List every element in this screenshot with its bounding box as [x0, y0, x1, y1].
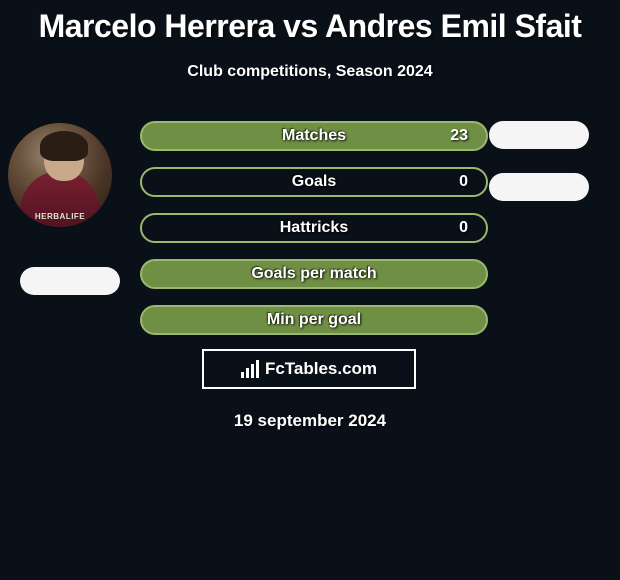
branding-box: FcTables.com: [202, 349, 416, 389]
stat-bar-label: Hattricks: [280, 219, 348, 237]
stat-bar-label: Min per goal: [267, 311, 361, 329]
stat-bar-value: 23: [450, 127, 468, 145]
avatar-hair: [40, 131, 88, 161]
branding-text: FcTables.com: [265, 359, 377, 379]
stat-bar-min-per-goal: Min per goal: [140, 305, 488, 335]
stat-bar-label: Goals per match: [251, 265, 376, 283]
stat-bar-goals-per-match: Goals per match: [140, 259, 488, 289]
player2-blank-pill: [489, 121, 589, 149]
avatar-jersey-text: HERBALIFE: [8, 212, 112, 221]
date-text: 19 september 2024: [0, 411, 620, 431]
stat-bar-label: Goals: [292, 173, 336, 191]
stat-bar-value: 0: [459, 173, 468, 191]
page-title: Marcelo Herrera vs Andres Emil Sfait: [0, 0, 620, 45]
subtitle: Club competitions, Season 2024: [0, 63, 620, 81]
stat-bar-label: Matches: [282, 127, 346, 145]
player1-blank-pill: [20, 267, 120, 295]
player2-blank-pill: [489, 173, 589, 201]
stat-bar-matches: Matches 23: [140, 121, 488, 151]
stat-bar-hattricks: Hattricks 0: [140, 213, 488, 243]
stat-bars: Matches 23 Goals 0 Hattricks 0 Goals per match…: [140, 121, 488, 351]
player2-pills: [489, 121, 589, 225]
stat-bar-value: 0: [459, 219, 468, 237]
chart-icon: [241, 360, 259, 378]
player1-avatar: HERBALIFE: [8, 123, 112, 227]
stat-bar-goals: Goals 0: [140, 167, 488, 197]
